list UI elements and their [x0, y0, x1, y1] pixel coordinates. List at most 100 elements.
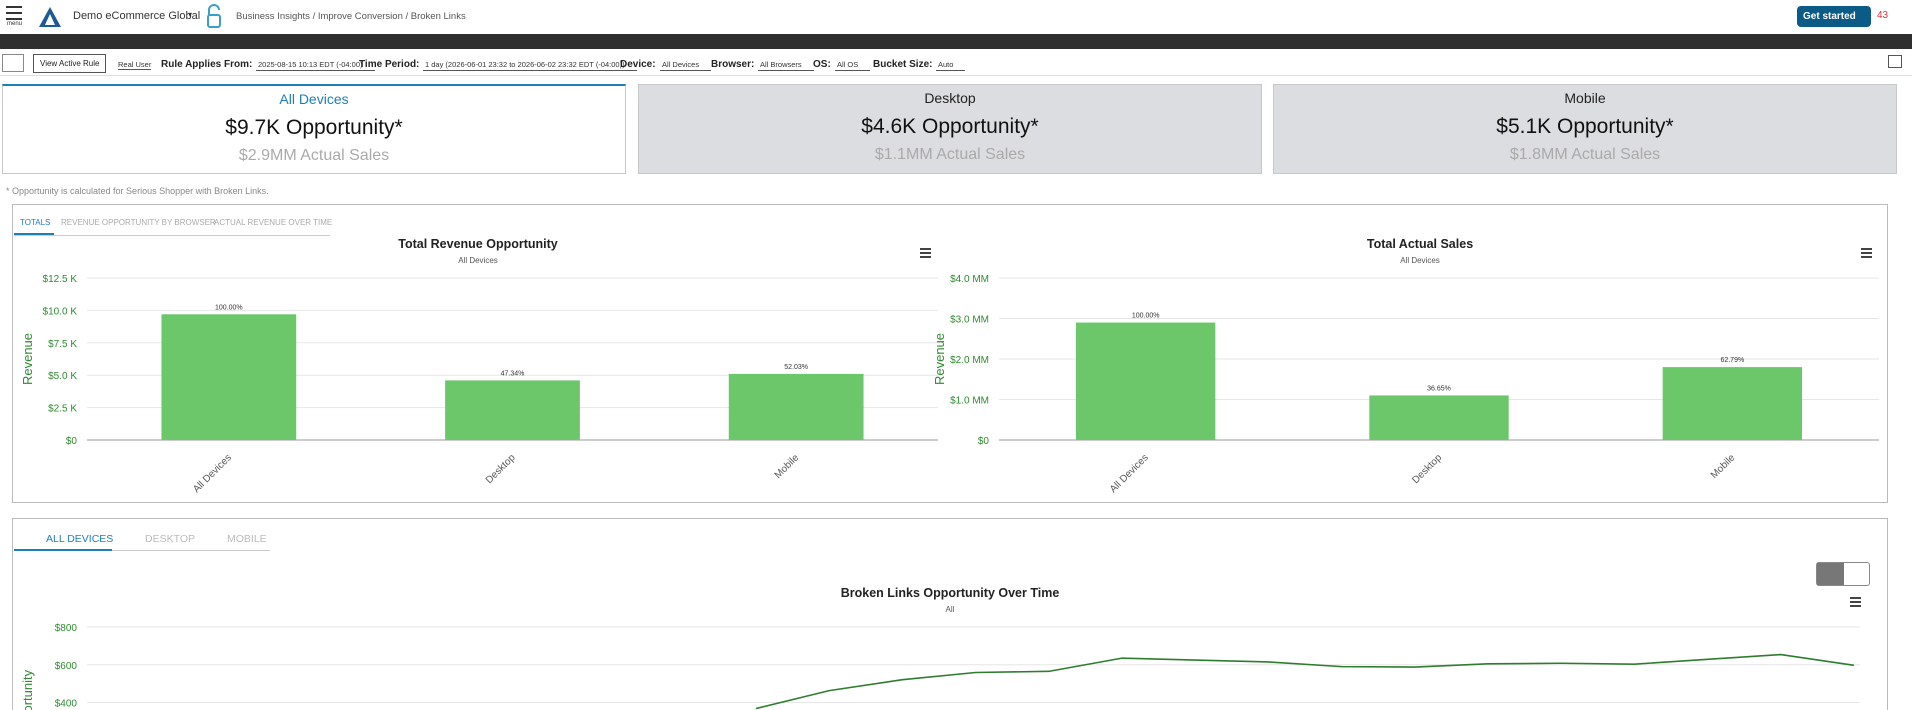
collapse-button[interactable] — [1888, 55, 1902, 68]
chart-subtitle: All — [946, 605, 955, 614]
filter-value[interactable]: All Devices — [660, 60, 712, 71]
tab[interactable]: ACTUAL REVENUE OVER TIME — [214, 218, 333, 227]
filter-label: Device: — [620, 59, 656, 70]
x-tick-label: Desktop — [1410, 452, 1444, 486]
y-tick-label: $800 — [55, 623, 78, 634]
device-tab[interactable]: MOBILE — [227, 533, 267, 545]
view-toggle[interactable] — [1816, 562, 1870, 586]
lock-icon — [207, 4, 221, 28]
tab[interactable]: TOTALS — [20, 218, 51, 227]
y-tick-label: $0 — [978, 436, 990, 447]
timeline-panel — [12, 518, 1888, 710]
chart-menu — [1850, 601, 1861, 603]
chart-menu — [920, 256, 931, 258]
edit-button[interactable] — [2, 54, 24, 72]
y-tick-label: $2.0 MM — [950, 355, 989, 366]
totals-panel — [12, 204, 1888, 503]
footnote: * Opportunity is calculated for Serious … — [6, 186, 269, 196]
y-tick-label: $3.0 MM — [950, 315, 989, 326]
toolbar — [0, 34, 1912, 49]
chart-title: Total Actual Sales — [1367, 237, 1473, 251]
breadcrumb: Business Insights / Improve Conversion /… — [236, 11, 466, 22]
device-tab[interactable]: ALL DEVICES — [46, 533, 114, 545]
card-opportunity: $4.6K Opportunity* — [861, 115, 1039, 138]
y-axis-label: Opportunity — [20, 669, 35, 710]
filter-value[interactable]: All OS — [835, 60, 871, 71]
bar — [728, 373, 864, 440]
bar — [445, 380, 580, 440]
alert-count[interactable]: 43 — [1877, 10, 1889, 21]
filter-value[interactable]: Auto — [936, 60, 966, 71]
tab-rule — [14, 235, 330, 236]
filter-label: OS: — [813, 59, 831, 70]
bar-annotation: 62.79% — [1720, 357, 1744, 364]
filter-label: Bucket Size: — [873, 59, 933, 70]
chart-subtitle: All Devices — [458, 256, 498, 265]
bar-annotation: 36.65% — [1427, 385, 1451, 392]
tab[interactable]: REVENUE OPPORTUNITY BY BROWSER — [61, 218, 216, 227]
device-tab[interactable]: DESKTOP — [145, 533, 195, 545]
logo — [39, 7, 61, 27]
y-tick-label: $1.0 MM — [950, 396, 989, 407]
menu-label[interactable]: menu — [7, 21, 23, 27]
y-tick-label: $12.5 K — [43, 274, 78, 285]
x-tick-label: Desktop — [484, 452, 518, 486]
x-tick-label: All Devices — [191, 452, 234, 495]
bar-annotation: 100.00% — [1132, 313, 1160, 320]
chart-menu — [1861, 252, 1872, 254]
get-started-button[interactable]: Get started — [1797, 6, 1871, 27]
filter-label: Time Period: — [359, 59, 420, 70]
y-axis-label: Revenue — [20, 333, 35, 385]
device-card[interactable]: All Devices $9.7K Opportunity* $2.9MM Actu… — [2, 84, 626, 174]
tab-indicator — [14, 233, 54, 235]
bar — [1076, 322, 1216, 440]
device-card[interactable]: Mobile $5.1K Opportunity* $1.8MM Actual Sa… — [1273, 84, 1897, 174]
device-tab-indicator — [14, 549, 112, 551]
line — [755, 653, 1855, 710]
filter-label: Rule Applies From: — [161, 59, 253, 70]
filter-value[interactable]: 1 day (2026-06-01 23:32 to 2026-06-02 23… — [423, 60, 637, 71]
bar — [1369, 395, 1509, 440]
dropdown-caret[interactable]: ▾ — [188, 10, 193, 19]
chart-title: Total Revenue Opportunity — [398, 237, 558, 251]
bar — [161, 314, 297, 440]
bar-annotation: 47.34% — [501, 370, 525, 377]
card-device: Desktop — [924, 90, 976, 106]
chart-subtitle: All Devices — [1400, 256, 1440, 265]
filter-label: Browser: — [711, 59, 755, 70]
filter-value[interactable]: 2025-08-15 10:13 EDT (-04:00) — [256, 60, 375, 71]
chart-menu — [920, 252, 931, 254]
filter-value[interactable]: All Browsers — [758, 60, 814, 71]
chart-menu — [1850, 605, 1861, 607]
y-tick-label: $7.5 K — [48, 339, 77, 350]
mode[interactable]: Real User — [118, 60, 152, 70]
device-card[interactable]: Desktop $4.6K Opportunity* $1.1MM Actual S… — [638, 84, 1262, 174]
view-rule-button[interactable]: View Active Rule — [33, 54, 107, 73]
y-tick-label: $2.5 K — [48, 404, 77, 415]
menu-icon[interactable] — [6, 6, 22, 20]
chart-title: Broken Links Opportunity Over Time — [841, 586, 1060, 600]
card-opportunity: $5.1K Opportunity* — [1496, 115, 1674, 138]
card-opportunity: $9.7K Opportunity* — [225, 116, 403, 139]
bar-annotation: 52.03% — [784, 364, 808, 371]
device-tab-rule — [14, 550, 270, 551]
y-tick-label: $0 — [66, 436, 78, 447]
x-tick-label: Mobile — [773, 452, 802, 481]
y-tick-label: $10.0 K — [43, 306, 78, 317]
chart-menu — [1861, 248, 1872, 250]
chart-menu — [1850, 597, 1861, 599]
card-device: Mobile — [1564, 90, 1606, 106]
bar-annotation: 100.00% — [215, 304, 243, 311]
card-sales: $2.9MM Actual Sales — [238, 147, 390, 164]
account-name[interactable]: Demo eCommerce Global — [73, 10, 201, 22]
x-tick-label: All Devices — [1108, 452, 1151, 495]
y-tick-label: $600 — [55, 661, 78, 672]
card-sales: $1.1MM Actual Sales — [874, 146, 1026, 163]
chart-menu — [920, 248, 931, 250]
card-sales: $1.8MM Actual Sales — [1509, 146, 1661, 163]
y-tick-label: $4.0 MM — [950, 274, 989, 285]
chart-menu — [1861, 256, 1872, 258]
x-tick-label: Mobile — [1709, 452, 1738, 481]
